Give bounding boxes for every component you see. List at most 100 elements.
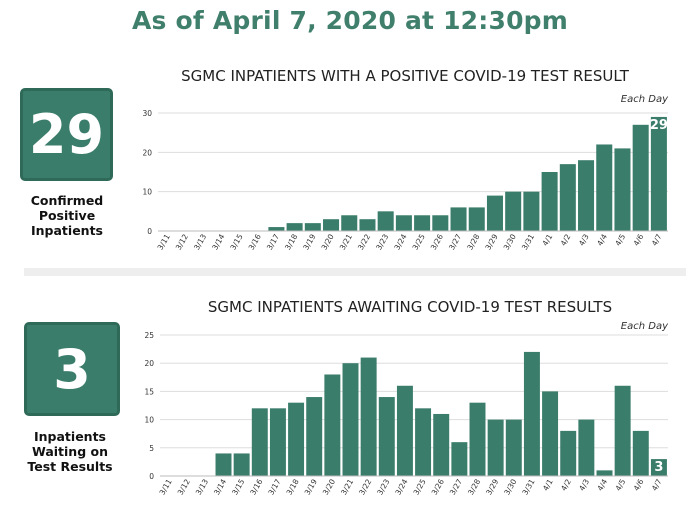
bar <box>541 172 558 231</box>
bar <box>341 215 358 231</box>
bar <box>542 391 559 476</box>
x-tick-label: 4/4 <box>595 477 609 492</box>
y-tick-label: 30 <box>142 109 152 118</box>
awaiting-label-line: Waiting on <box>31 444 108 459</box>
x-tick-label: 3/27 <box>448 477 464 496</box>
y-tick-label: 0 <box>149 472 154 481</box>
bar <box>432 215 449 231</box>
y-tick-label: 5 <box>149 444 154 453</box>
x-tick-label: 3/31 <box>520 477 536 496</box>
bar <box>251 408 268 476</box>
section-divider <box>24 268 686 276</box>
bar <box>360 357 377 476</box>
bar <box>505 419 522 476</box>
bar <box>559 164 576 231</box>
y-tick-label: 0 <box>147 227 152 236</box>
x-tick-label: 3/15 <box>230 477 246 496</box>
x-tick-label: 3/26 <box>430 477 446 496</box>
bar <box>450 207 467 231</box>
y-tick-label: 20 <box>142 148 152 157</box>
x-tick-label: 3/24 <box>393 477 409 496</box>
x-tick-label: 3/29 <box>484 477 500 496</box>
y-tick-label: 10 <box>142 188 152 197</box>
bar <box>396 385 413 476</box>
x-tick-label: 4/6 <box>632 477 646 492</box>
bar <box>323 219 340 231</box>
bar <box>286 223 303 231</box>
bar <box>378 397 395 476</box>
positive-inpatients-chart: SGMC INPATIENTS WITH A POSITIVE COVID-19… <box>142 67 669 252</box>
x-tick-label: 3/16 <box>248 477 264 496</box>
bar <box>469 402 486 476</box>
bar <box>578 160 595 231</box>
bar <box>486 195 503 231</box>
bar <box>324 374 341 476</box>
bar <box>596 470 613 476</box>
bar <box>632 430 649 476</box>
x-tick-label: 4/1 <box>541 477 555 492</box>
bar <box>414 215 431 231</box>
bar <box>523 351 540 476</box>
positive-label-line: Positive <box>38 208 96 223</box>
bar <box>359 219 376 231</box>
positive-count-box: 29 <box>20 88 113 181</box>
bar <box>451 442 468 476</box>
awaiting-label-line: Inpatients <box>34 429 106 444</box>
x-tick-label: 3/23 <box>375 477 391 496</box>
positive-label-line: Inpatients <box>31 223 103 238</box>
x-tick-label: 3/13 <box>194 477 210 496</box>
bar <box>523 191 540 231</box>
x-tick-label: 3/22 <box>357 477 373 496</box>
awaiting-count-label: Inpatients Waiting on Test Results <box>8 429 132 474</box>
bar <box>342 363 359 476</box>
chart-title: SGMC INPATIENTS AWAITING COVID-19 TEST R… <box>208 298 612 316</box>
bar <box>560 430 577 476</box>
y-tick-label: 10 <box>144 416 154 425</box>
last-bar-data-label: 29 <box>650 118 668 133</box>
x-tick-label: 4/7 <box>650 477 664 492</box>
bar <box>578 419 595 476</box>
x-tick-label: 3/25 <box>412 477 428 496</box>
bar <box>288 402 305 476</box>
bar <box>415 408 432 476</box>
x-tick-label: 3/18 <box>285 477 301 496</box>
positive-count-label: Confirmed Positive Inpatients <box>8 193 126 238</box>
bar <box>505 191 522 231</box>
y-tick-label: 25 <box>144 331 154 340</box>
x-tick-label: 4/3 <box>577 477 591 492</box>
awaiting-label-line: Test Results <box>27 459 113 474</box>
positive-label-line: Confirmed <box>30 193 104 208</box>
bar <box>304 223 321 231</box>
bar <box>614 148 631 231</box>
x-tick-label: 4/2 <box>559 477 573 492</box>
bar <box>215 453 232 476</box>
chart-subtitle: Each Day <box>621 94 669 105</box>
y-tick-label: 20 <box>144 359 154 368</box>
bar <box>650 116 667 231</box>
chart-title: SGMC INPATIENTS WITH A POSITIVE COVID-19… <box>181 67 630 85</box>
bar <box>233 453 250 476</box>
x-tick-label: 3/20 <box>321 477 337 496</box>
bar <box>433 413 450 476</box>
y-tick-label: 15 <box>144 387 154 396</box>
page-headline: As of April 7, 2020 at 12:30pm <box>131 6 569 35</box>
bar <box>377 211 394 231</box>
x-tick-label: 3/28 <box>466 477 482 496</box>
positive-count-value: 29 <box>28 103 105 166</box>
bar <box>268 227 285 231</box>
last-bar-data-label: 3 <box>654 460 663 475</box>
x-tick-label: 3/21 <box>339 477 355 496</box>
bar <box>614 385 631 476</box>
awaiting-count-box: 3 <box>24 322 120 416</box>
x-tick-label: 3/14 <box>212 477 228 496</box>
bar <box>632 124 649 231</box>
x-tick-label: 4/5 <box>614 477 628 492</box>
chart-subtitle: Each Day <box>621 321 669 332</box>
bar <box>306 397 323 476</box>
bar <box>596 144 613 231</box>
x-tick-label: 3/17 <box>266 477 282 496</box>
bar <box>487 419 504 476</box>
bar <box>269 408 286 476</box>
bar <box>650 459 667 476</box>
